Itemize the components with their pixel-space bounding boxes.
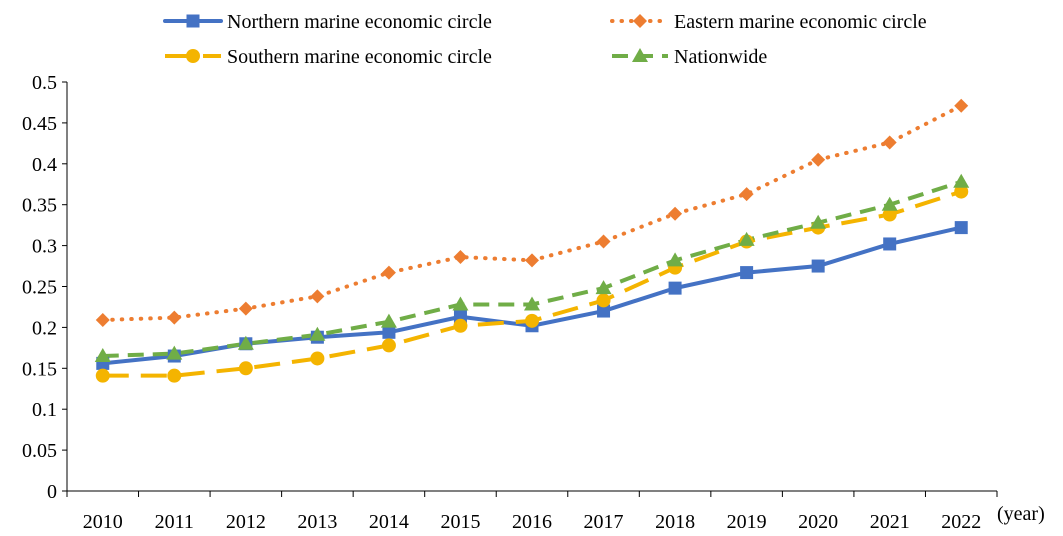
data-point-triangle <box>667 252 684 267</box>
data-point-triangle <box>166 345 183 360</box>
data-point-circle <box>596 293 611 308</box>
data-point-diamond <box>882 135 897 150</box>
series-lines <box>100 103 964 378</box>
data-point-diamond <box>739 187 754 202</box>
legend: Northern marine economic circle Eastern m… <box>163 11 927 68</box>
x-tick-label: 2017 <box>584 511 624 533</box>
data-point-triangle <box>881 196 898 211</box>
x-tick-label: 2016 <box>512 511 552 533</box>
data-point-triangle <box>810 214 827 229</box>
data-point-square <box>883 237 897 251</box>
data-point-triangle <box>524 296 540 311</box>
data-point-square <box>740 266 754 280</box>
data-point-triangle <box>237 335 254 350</box>
data-point-circle <box>525 313 539 328</box>
data-point-circle <box>381 338 396 353</box>
y-tick-label: 0.35 <box>22 195 57 217</box>
legend-item: Northern marine economic circle <box>163 11 492 33</box>
data-point-diamond <box>310 289 325 304</box>
data-point-diamond <box>381 265 396 280</box>
data-point-diamond <box>954 98 969 113</box>
data-point-diamond <box>811 152 826 167</box>
data-point-triangle <box>94 348 111 363</box>
legend-marker-circle <box>186 49 200 63</box>
legend-label: Northern marine economic circle <box>227 11 492 33</box>
x-axis-label: (year) <box>997 503 1045 525</box>
legend-marker-square <box>186 14 200 28</box>
data-point-triangle <box>309 326 326 341</box>
x-tick-label: 2020 <box>798 511 838 533</box>
x-tick-label: 2021 <box>870 511 910 533</box>
data-point-square <box>668 281 682 295</box>
data-point-diamond <box>167 310 182 325</box>
y-tick-label: 0.4 <box>32 154 57 176</box>
data-point-diamond <box>596 234 611 249</box>
x-tick-label: 2013 <box>297 511 337 533</box>
x-tick-label: 2019 <box>727 511 767 533</box>
data-point-circle <box>453 318 468 333</box>
data-point-diamond <box>453 250 468 265</box>
data-point-triangle <box>738 231 755 246</box>
legend-label: Nationwide <box>674 46 767 68</box>
y-tick-label: 0.45 <box>22 113 57 135</box>
x-tick-label: 2014 <box>369 511 409 533</box>
data-point-square <box>382 325 396 339</box>
legend-item: Southern marine economic circle <box>165 46 492 68</box>
series-line-diamond <box>100 103 964 323</box>
series-markers <box>94 98 970 383</box>
legend-item: Eastern marine economic circle <box>610 11 927 33</box>
legend-item: Nationwide <box>612 46 767 68</box>
y-tick-label: 0.5 <box>32 72 57 94</box>
legend-label: Eastern marine economic circle <box>674 11 927 33</box>
data-point-triangle <box>953 173 970 188</box>
data-point-circle <box>95 368 110 383</box>
data-point-circle <box>310 351 325 366</box>
data-point-diamond <box>525 253 539 268</box>
x-tick-label: 2011 <box>155 511 194 533</box>
data-point-diamond <box>668 206 683 221</box>
x-tick-label: 2018 <box>655 511 695 533</box>
y-tick-label: 0.2 <box>32 317 57 339</box>
x-tick-label: 2015 <box>440 511 480 533</box>
data-point-square <box>954 221 968 235</box>
data-point-circle <box>167 368 182 383</box>
y-tick-label: 0.25 <box>22 277 57 299</box>
x-tick-label: 2010 <box>83 511 123 533</box>
data-point-diamond <box>238 301 253 316</box>
data-point-square <box>811 259 825 273</box>
data-point-triangle <box>595 280 612 295</box>
y-tick-label: 0 <box>47 481 57 503</box>
axes <box>66 82 997 492</box>
y-tick-label: 0.05 <box>22 440 57 462</box>
data-point-circle <box>238 361 253 376</box>
y-tick-label: 0.3 <box>32 236 57 258</box>
x-axis-ticks: 2010 2011 2012 2013 2014 2015 2016 2017 2018 2019… <box>66 491 998 533</box>
y-tick-label: 0.1 <box>32 399 57 421</box>
series-line-square <box>100 225 964 366</box>
data-point-triangle <box>452 296 469 311</box>
x-tick-label: 2012 <box>226 511 266 533</box>
x-tick-label: 2022 <box>941 511 981 533</box>
data-point-triangle <box>380 313 397 328</box>
data-point-circle <box>954 184 969 199</box>
legend-marker-triangle <box>632 48 648 62</box>
legend-marker-diamond <box>633 14 647 28</box>
data-point-diamond <box>95 313 110 328</box>
data-point-circle <box>882 207 897 222</box>
y-axis-ticks: 0 0.05 0.1 0.15 0.2 0.25 0.3 0.35 0.4 0.45 0.5 <box>22 72 67 503</box>
legend-label: Southern marine economic circle <box>227 46 492 68</box>
y-tick-label: 0.15 <box>22 358 57 380</box>
